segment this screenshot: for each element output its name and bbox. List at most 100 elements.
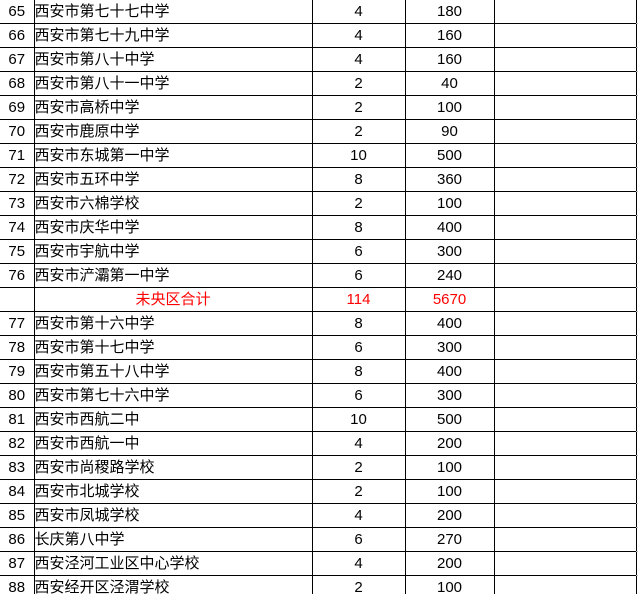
school-name-cell[interactable]: 西安市第八十一中学 bbox=[33, 71, 313, 96]
value-1-cell[interactable]: 8 bbox=[311, 167, 406, 192]
school-name-cell[interactable]: 西安市凤城学校 bbox=[33, 503, 313, 528]
empty-cell[interactable] bbox=[493, 575, 637, 594]
row-number-cell[interactable]: 65 bbox=[0, 0, 35, 24]
value-2-cell[interactable]: 200 bbox=[404, 431, 495, 456]
empty-cell[interactable] bbox=[493, 215, 637, 240]
empty-cell[interactable] bbox=[493, 239, 637, 264]
value-1-cell[interactable]: 2 bbox=[311, 479, 406, 504]
value-2-cell[interactable]: 160 bbox=[404, 47, 495, 72]
value-1-cell[interactable]: 8 bbox=[311, 311, 406, 336]
empty-cell[interactable] bbox=[493, 287, 637, 312]
value-2-cell[interactable]: 100 bbox=[404, 455, 495, 480]
value-1-cell[interactable]: 114 bbox=[311, 287, 406, 312]
school-name-cell[interactable]: 西安市东城第一中学 bbox=[33, 143, 313, 168]
empty-cell[interactable] bbox=[493, 143, 637, 168]
school-name-cell[interactable]: 西安市第七十七中学 bbox=[33, 0, 313, 24]
empty-cell[interactable] bbox=[493, 407, 637, 432]
value-1-cell[interactable]: 10 bbox=[311, 143, 406, 168]
empty-cell[interactable] bbox=[493, 455, 637, 480]
value-2-cell[interactable]: 300 bbox=[404, 239, 495, 264]
value-2-cell[interactable]: 400 bbox=[404, 215, 495, 240]
row-number-cell[interactable]: 67 bbox=[0, 47, 35, 72]
value-2-cell[interactable]: 100 bbox=[404, 575, 495, 594]
school-name-cell[interactable]: 西安市北城学校 bbox=[33, 479, 313, 504]
row-number-cell[interactable]: 81 bbox=[0, 407, 35, 432]
row-number-cell[interactable]: 82 bbox=[0, 431, 35, 456]
row-number-cell[interactable]: 78 bbox=[0, 335, 35, 360]
row-number-cell[interactable]: 88 bbox=[0, 575, 35, 594]
value-2-cell[interactable]: 40 bbox=[404, 71, 495, 96]
school-name-cell[interactable]: 西安市宇航中学 bbox=[33, 239, 313, 264]
empty-cell[interactable] bbox=[493, 311, 637, 336]
row-number-cell[interactable]: 80 bbox=[0, 383, 35, 408]
school-name-cell[interactable]: 西安市西航一中 bbox=[33, 431, 313, 456]
empty-cell[interactable] bbox=[493, 119, 637, 144]
empty-cell[interactable] bbox=[493, 167, 637, 192]
empty-cell[interactable] bbox=[493, 0, 637, 24]
school-name-cell[interactable]: 西安市高桥中学 bbox=[33, 95, 313, 120]
row-number-cell[interactable] bbox=[0, 287, 35, 312]
district-total-label-cell[interactable]: 未央区合计 bbox=[33, 287, 313, 312]
value-2-cell[interactable]: 160 bbox=[404, 23, 495, 48]
value-1-cell[interactable]: 8 bbox=[311, 215, 406, 240]
empty-cell[interactable] bbox=[493, 431, 637, 456]
value-1-cell[interactable]: 4 bbox=[311, 431, 406, 456]
row-number-cell[interactable]: 71 bbox=[0, 143, 35, 168]
value-2-cell[interactable]: 180 bbox=[404, 0, 495, 24]
value-2-cell[interactable]: 400 bbox=[404, 311, 495, 336]
empty-cell[interactable] bbox=[493, 263, 637, 288]
value-1-cell[interactable]: 4 bbox=[311, 503, 406, 528]
value-1-cell[interactable]: 2 bbox=[311, 575, 406, 594]
row-number-cell[interactable]: 79 bbox=[0, 359, 35, 384]
row-number-cell[interactable]: 87 bbox=[0, 551, 35, 576]
row-number-cell[interactable]: 74 bbox=[0, 215, 35, 240]
row-number-cell[interactable]: 77 bbox=[0, 311, 35, 336]
value-1-cell[interactable]: 2 bbox=[311, 191, 406, 216]
row-number-cell[interactable]: 85 bbox=[0, 503, 35, 528]
empty-cell[interactable] bbox=[493, 191, 637, 216]
empty-cell[interactable] bbox=[493, 383, 637, 408]
value-2-cell[interactable]: 240 bbox=[404, 263, 495, 288]
empty-cell[interactable] bbox=[493, 551, 637, 576]
value-2-cell[interactable]: 500 bbox=[404, 407, 495, 432]
school-name-cell[interactable]: 西安市第五十八中学 bbox=[33, 359, 313, 384]
value-1-cell[interactable]: 2 bbox=[311, 455, 406, 480]
row-number-cell[interactable]: 76 bbox=[0, 263, 35, 288]
row-number-cell[interactable]: 83 bbox=[0, 455, 35, 480]
empty-cell[interactable] bbox=[493, 95, 637, 120]
value-2-cell[interactable]: 90 bbox=[404, 119, 495, 144]
school-name-cell[interactable]: 西安市第八十中学 bbox=[33, 47, 313, 72]
value-2-cell[interactable]: 100 bbox=[404, 191, 495, 216]
empty-cell[interactable] bbox=[493, 503, 637, 528]
row-number-cell[interactable]: 66 bbox=[0, 23, 35, 48]
row-number-cell[interactable]: 68 bbox=[0, 71, 35, 96]
value-1-cell[interactable]: 4 bbox=[311, 0, 406, 24]
value-1-cell[interactable]: 10 bbox=[311, 407, 406, 432]
row-number-cell[interactable]: 75 bbox=[0, 239, 35, 264]
row-number-cell[interactable]: 69 bbox=[0, 95, 35, 120]
value-1-cell[interactable]: 4 bbox=[311, 23, 406, 48]
value-1-cell[interactable]: 8 bbox=[311, 359, 406, 384]
empty-cell[interactable] bbox=[493, 47, 637, 72]
value-2-cell[interactable]: 5670 bbox=[404, 287, 495, 312]
value-1-cell[interactable]: 2 bbox=[311, 119, 406, 144]
school-name-cell[interactable]: 西安经开区泾渭学校 bbox=[33, 575, 313, 594]
school-name-cell[interactable]: 西安市鹿原中学 bbox=[33, 119, 313, 144]
value-1-cell[interactable]: 2 bbox=[311, 95, 406, 120]
row-number-cell[interactable]: 84 bbox=[0, 479, 35, 504]
school-name-cell[interactable]: 西安市浐灞第一中学 bbox=[33, 263, 313, 288]
row-number-cell[interactable]: 72 bbox=[0, 167, 35, 192]
empty-cell[interactable] bbox=[493, 527, 637, 552]
school-name-cell[interactable]: 西安泾河工业区中心学校 bbox=[33, 551, 313, 576]
value-2-cell[interactable]: 100 bbox=[404, 479, 495, 504]
value-1-cell[interactable]: 2 bbox=[311, 71, 406, 96]
row-number-cell[interactable]: 86 bbox=[0, 527, 35, 552]
value-1-cell[interactable]: 6 bbox=[311, 527, 406, 552]
empty-cell[interactable] bbox=[493, 71, 637, 96]
value-2-cell[interactable]: 400 bbox=[404, 359, 495, 384]
value-1-cell[interactable]: 4 bbox=[311, 47, 406, 72]
empty-cell[interactable] bbox=[493, 23, 637, 48]
school-name-cell[interactable]: 西安市六棉学校 bbox=[33, 191, 313, 216]
value-1-cell[interactable]: 6 bbox=[311, 263, 406, 288]
empty-cell[interactable] bbox=[493, 479, 637, 504]
